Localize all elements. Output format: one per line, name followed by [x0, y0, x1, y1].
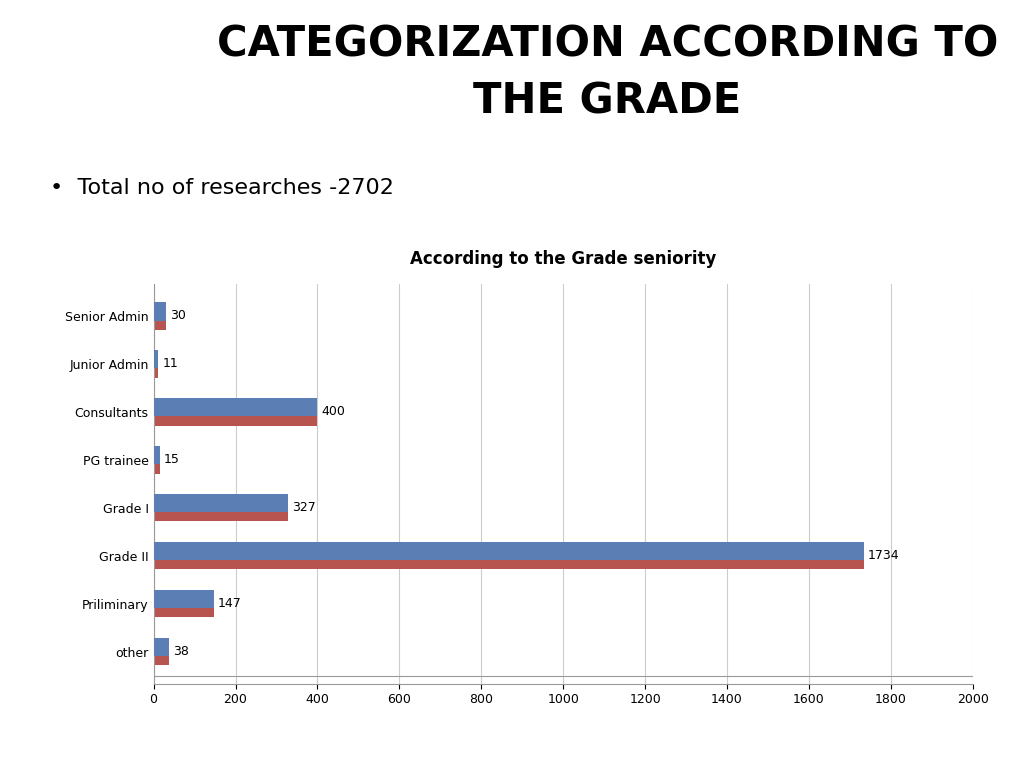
Bar — [154, 599, 214, 617]
Bar — [154, 350, 158, 369]
Bar — [154, 455, 160, 474]
Text: 30: 30 — [170, 310, 186, 323]
Bar — [154, 359, 158, 378]
Text: 327: 327 — [292, 502, 315, 515]
Bar — [154, 638, 169, 656]
Text: 1734: 1734 — [868, 549, 899, 562]
Text: •  Total no of researches -2702: • Total no of researches -2702 — [50, 178, 394, 198]
Text: THE GRADE: THE GRADE — [473, 81, 741, 123]
Bar — [154, 446, 160, 465]
Bar — [154, 312, 166, 329]
Bar — [154, 647, 169, 665]
Text: 15: 15 — [164, 453, 180, 466]
Text: 11: 11 — [162, 357, 178, 370]
Bar — [154, 551, 864, 569]
Bar — [154, 542, 864, 561]
Bar — [154, 590, 214, 608]
Bar — [154, 399, 317, 416]
Text: CATEGORIZATION ACCORDING TO: CATEGORIZATION ACCORDING TO — [216, 23, 998, 65]
Bar — [154, 303, 166, 320]
Text: 400: 400 — [322, 406, 345, 419]
Text: 147: 147 — [218, 598, 242, 611]
Bar — [154, 407, 317, 425]
Bar — [154, 494, 288, 512]
Bar — [154, 503, 288, 521]
Text: 38: 38 — [173, 645, 189, 658]
Text: According to the Grade seniority: According to the Grade seniority — [410, 250, 717, 268]
